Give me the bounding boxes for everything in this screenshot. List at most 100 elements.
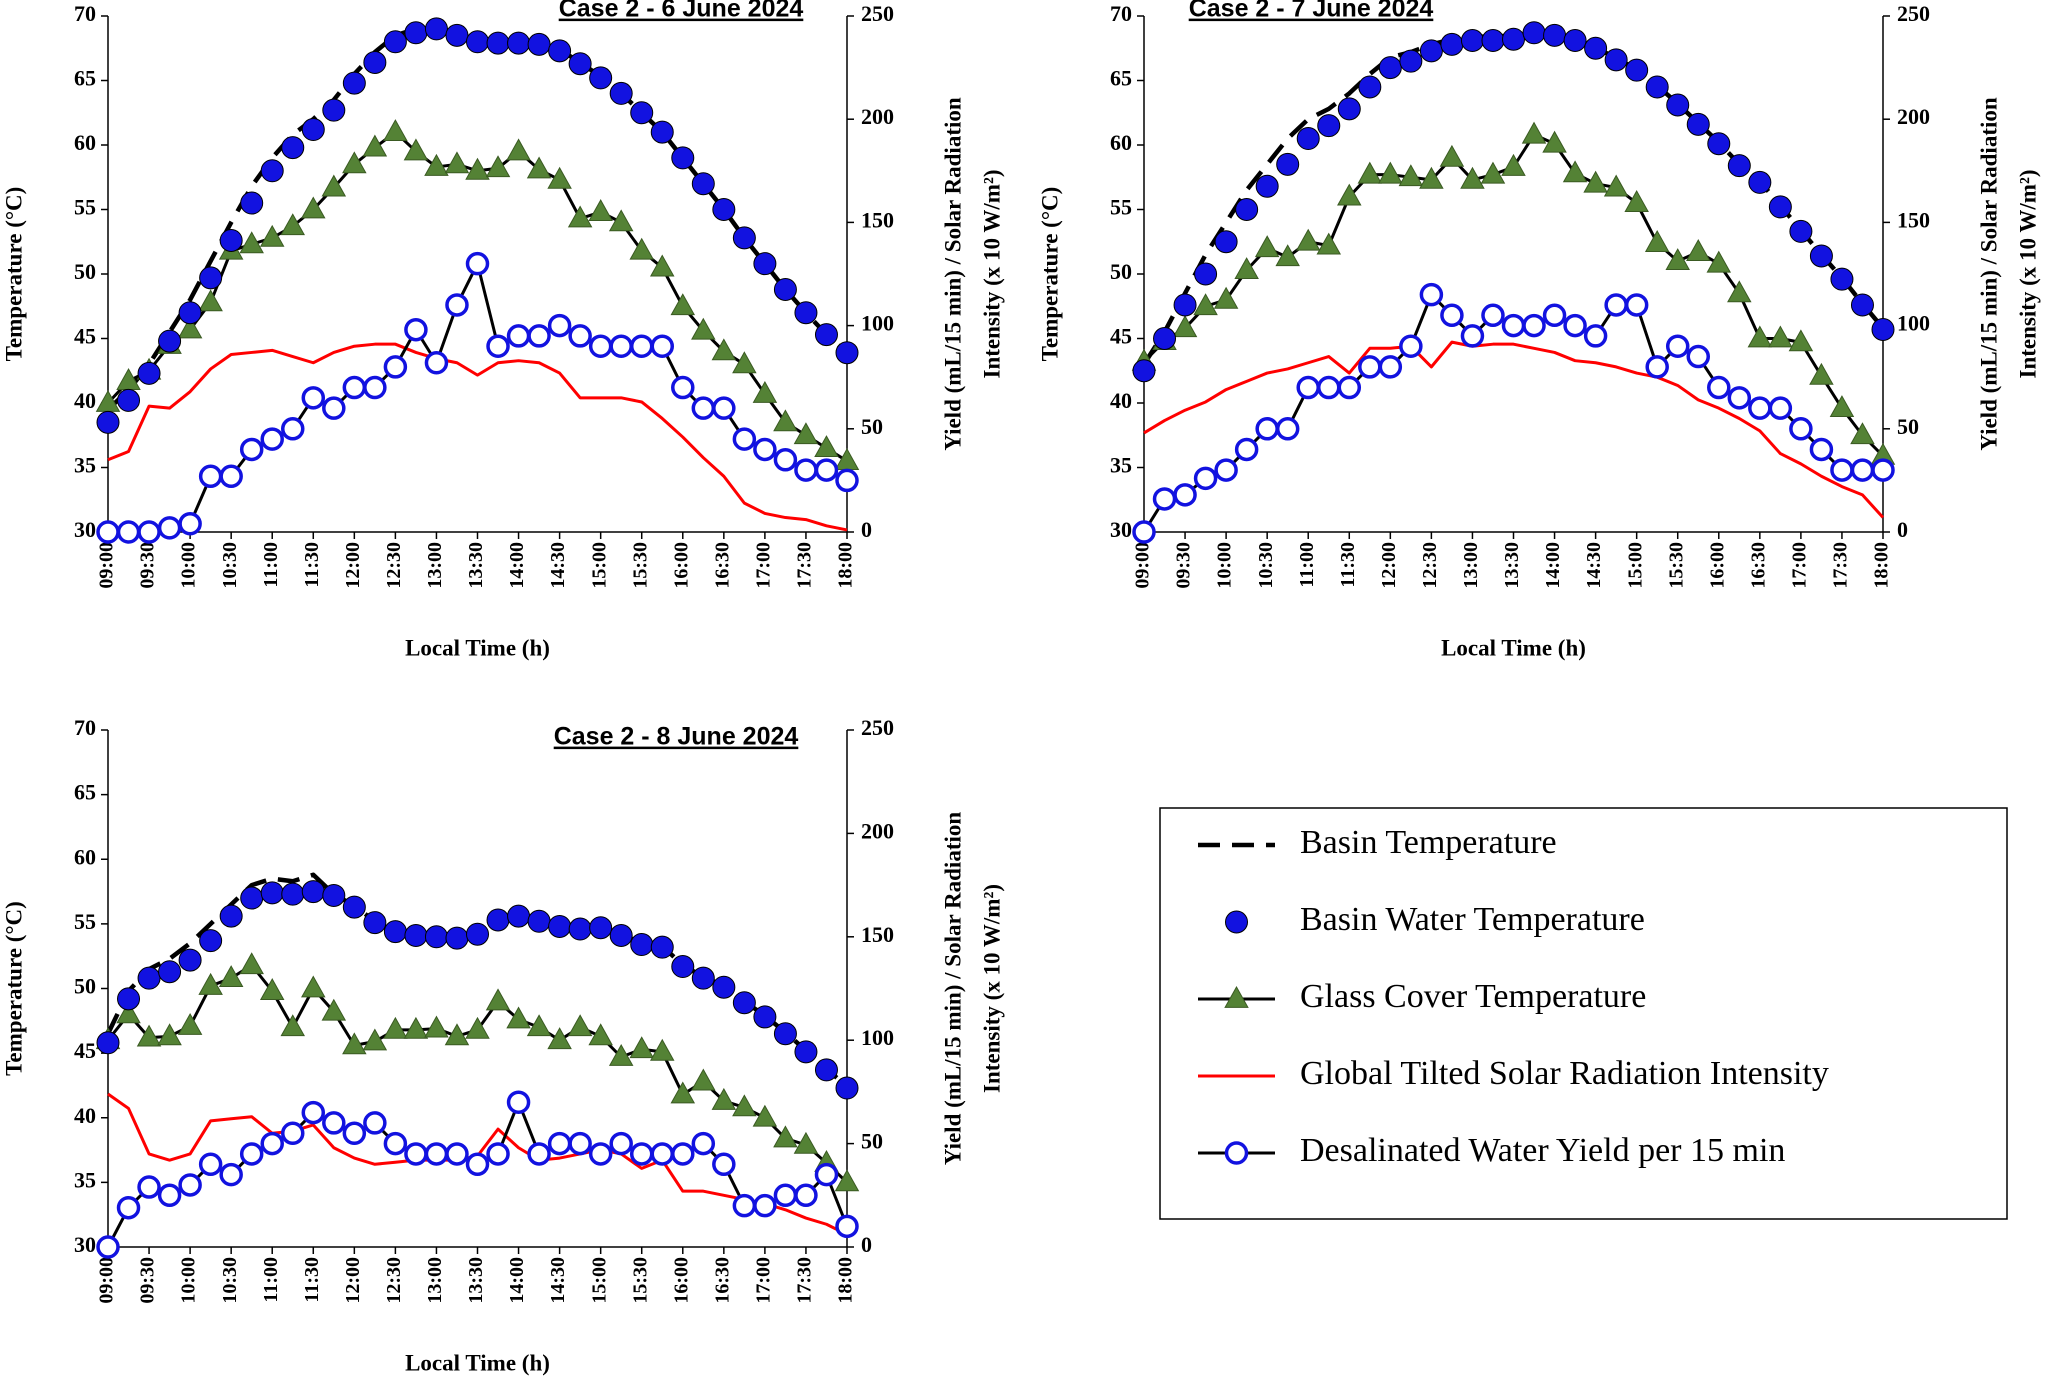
y-tick-label: 60: [74, 130, 96, 155]
marker: [486, 1142, 510, 1166]
x-tick-label: 14:00: [506, 542, 528, 589]
x-tick-label: 09:30: [137, 542, 159, 589]
x-tick-label: 11:00: [260, 1257, 282, 1303]
marker: [445, 1142, 469, 1166]
marker: [96, 520, 120, 544]
marker: [671, 375, 695, 400]
y-tick-label: 30: [74, 517, 96, 542]
marker: [1460, 324, 1485, 348]
marker: [814, 1058, 838, 1082]
marker: [342, 1032, 367, 1055]
marker: [342, 895, 366, 919]
marker: [1275, 417, 1300, 441]
x-tick-label: 13:30: [465, 542, 487, 589]
marker: [1439, 144, 1465, 167]
marker: [1686, 344, 1710, 369]
marker: [630, 933, 654, 957]
x-tick-label: 10:30: [219, 1257, 241, 1304]
marker: [794, 1183, 818, 1208]
marker: [588, 334, 613, 358]
marker: [1685, 239, 1711, 261]
marker: [322, 98, 346, 122]
marker: [260, 427, 284, 451]
x-tick-label: 14:00: [1542, 542, 1564, 589]
marker: [507, 31, 531, 55]
marker: [527, 324, 551, 348]
marker: [526, 156, 552, 179]
x-tick-label: 09:00: [1132, 542, 1154, 589]
marker: [363, 1111, 387, 1135]
x-tick-label: 10:00: [1214, 542, 1236, 589]
marker: [281, 1121, 305, 1146]
marker: [301, 118, 325, 142]
marker: [260, 1131, 284, 1156]
marker: [1398, 164, 1424, 187]
y-tick-label: 65: [74, 66, 96, 91]
marker: [259, 224, 285, 247]
marker: [1501, 153, 1526, 176]
y2-tick-label: 100: [861, 1025, 894, 1050]
marker: [814, 323, 838, 347]
x-tick-label: 16:30: [711, 1257, 733, 1304]
marker: [835, 1076, 859, 1100]
marker: [260, 881, 284, 905]
marker: [198, 972, 223, 995]
marker: [588, 199, 613, 221]
series-line: [106, 24, 849, 412]
marker: [1665, 334, 1690, 358]
marker: [362, 134, 388, 157]
marker: [486, 31, 510, 55]
marker: [773, 448, 798, 472]
marker: [1666, 93, 1690, 117]
marker: [1748, 396, 1772, 420]
marker: [1768, 396, 1793, 420]
x-tick-label: 11:00: [1296, 542, 1318, 588]
marker: [1522, 313, 1546, 338]
y-tick-label: 35: [74, 453, 96, 478]
marker: [404, 924, 428, 948]
marker: [1193, 293, 1218, 316]
marker: [465, 251, 490, 276]
x-tick-label: 16:00: [1706, 542, 1728, 589]
x-tick-label: 16:00: [670, 542, 692, 589]
marker: [1604, 48, 1628, 72]
y-tick-label: 55: [1110, 195, 1132, 220]
marker: [301, 1100, 326, 1125]
marker: [1357, 161, 1383, 184]
marker: [1727, 386, 1752, 410]
marker: [1480, 161, 1506, 184]
marker: [794, 1040, 818, 1064]
marker: [506, 1006, 531, 1029]
marker: [609, 1131, 633, 1156]
marker: [691, 966, 715, 990]
marker: [752, 380, 778, 403]
series-line: [105, 872, 849, 1089]
series-line: [1143, 340, 1885, 519]
marker: [301, 196, 326, 219]
marker: [383, 920, 407, 944]
marker: [424, 1015, 449, 1038]
y2-tick-label: 200: [1897, 104, 1930, 129]
marker: [609, 924, 633, 948]
marker: [1871, 317, 1895, 341]
x-tick-label: 17:30: [1830, 542, 1852, 589]
x-tick-label: 14:30: [547, 542, 569, 589]
y2-tick-label: 0: [861, 1232, 872, 1257]
y-tick-label: 55: [74, 909, 96, 934]
marker: [321, 174, 347, 197]
x-axis-label: Local Time (h): [405, 1350, 550, 1375]
marker: [219, 904, 243, 928]
marker: [424, 925, 448, 949]
x-tick-label: 15:00: [588, 1257, 610, 1304]
marker: [773, 1125, 798, 1148]
marker: [239, 437, 264, 462]
y-tick-label: 45: [74, 1038, 96, 1063]
marker: [589, 66, 613, 90]
marker: [671, 146, 695, 170]
marker: [712, 396, 736, 420]
marker: [1316, 232, 1342, 255]
marker: [507, 904, 531, 928]
marker: [239, 1142, 264, 1166]
x-tick-label: 11:30: [301, 1257, 323, 1303]
